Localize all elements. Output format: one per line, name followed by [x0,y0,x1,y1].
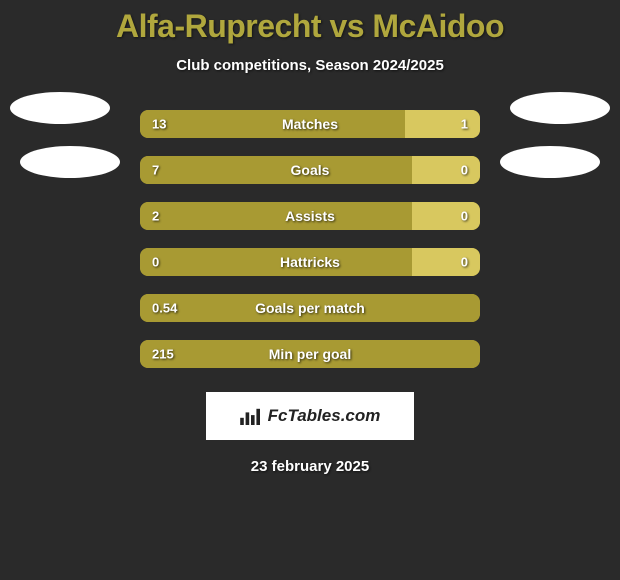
stat-value-left: 7 [152,163,159,178]
player-left-oval-2 [20,146,120,178]
chart-icon [240,407,262,425]
stat-label: Goals per match [255,300,365,316]
stat-value-left: 215 [152,347,174,362]
stat-row: 0.54 Goals per match [140,294,480,322]
stat-value-right: 0 [461,255,468,270]
page-title: Alfa-Ruprecht vs McAidoo [0,8,620,45]
stat-label: Min per goal [269,346,351,362]
stat-value-right: 1 [461,117,468,132]
stat-label: Matches [282,116,338,132]
stat-row: 7 Goals 0 [140,156,480,184]
player-right-oval-2 [500,146,600,178]
stat-value-left: 13 [152,117,166,132]
comparison-infographic: Alfa-Ruprecht vs McAidoo Club competitio… [0,0,620,475]
stat-label: Assists [285,208,335,224]
stat-value-left: 0.54 [152,301,177,316]
stat-value-right: 0 [461,163,468,178]
stat-value-left: 2 [152,209,159,224]
stats-list: 13 Matches 1 7 Goals 0 2 Assists 0 0 Hattricks 0 0.5… [140,110,480,368]
stat-row: 13 Matches 1 [140,110,480,138]
stat-fill-right [405,110,480,138]
stat-fill-right [412,248,480,276]
player-right-oval-1 [510,92,610,124]
subtitle: Club competitions, Season 2024/2025 [0,57,620,74]
date-text: 23 february 2025 [0,458,620,475]
stat-label: Goals [291,162,330,178]
stat-fill-right [412,202,480,230]
source-badge: FcTables.com [206,392,414,440]
stat-row: 215 Min per goal [140,340,480,368]
stat-label: Hattricks [280,254,340,270]
stat-fill-right [412,156,480,184]
stat-value-right: 0 [461,209,468,224]
badge-text: FcTables.com [268,406,381,426]
stat-value-left: 0 [152,255,159,270]
player-left-oval-1 [10,92,110,124]
stat-row: 0 Hattricks 0 [140,248,480,276]
stat-row: 2 Assists 0 [140,202,480,230]
